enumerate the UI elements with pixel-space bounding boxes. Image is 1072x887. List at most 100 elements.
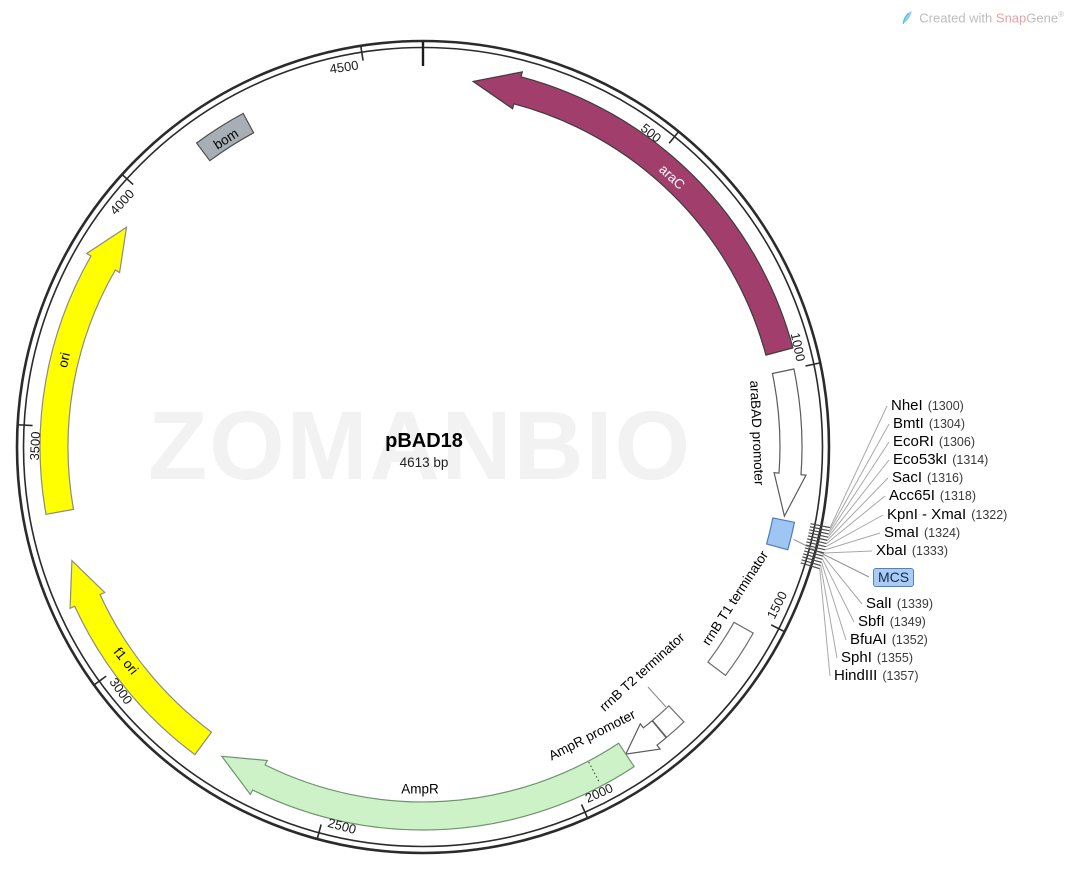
enzyme-name[interactable]: SalI: [866, 595, 892, 612]
mcs-badge[interactable]: MCS: [873, 568, 915, 587]
enzyme-name[interactable]: BfuAI: [850, 631, 887, 648]
enzyme-name[interactable]: XbaI: [876, 542, 907, 559]
snapgene-credit: Created with SnapGene®: [900, 10, 1064, 25]
feature-rrnb-t1-terminator[interactable]: [707, 621, 755, 677]
site-leader-line: [824, 532, 881, 551]
enzyme-position: (1300): [927, 399, 964, 413]
site-tick: [809, 529, 829, 535]
enzyme-label-row[interactable]: SbfI (1349): [858, 613, 926, 631]
rrnb-t2-leader-line: [647, 686, 667, 708]
site-leader-line: [829, 423, 890, 532]
feature-label-bom: bom: [210, 125, 242, 153]
site-leader-line: [821, 562, 847, 641]
enzyme-name[interactable]: BmtI: [893, 415, 924, 432]
enzyme-position: (1324): [924, 526, 961, 540]
feature-label-ampr-promoter: AmpR promoter: [546, 706, 638, 764]
feature-arabad-promoter[interactable]: [771, 368, 807, 518]
feature-label-rrnb-t1-terminator: rrnB T1 terminator: [698, 548, 772, 648]
feature-label-ori: ori: [55, 350, 73, 370]
enzyme-label-row[interactable]: Eco53kI (1314): [893, 451, 988, 469]
mcs-leader-line: [793, 538, 870, 578]
site-leader-line: [826, 495, 886, 544]
enzyme-label-row[interactable]: SphI (1355): [841, 649, 913, 667]
enzyme-name[interactable]: SacI: [892, 469, 923, 486]
watermark: ZOMANBIO: [147, 391, 693, 500]
brand-snap: Snap: [995, 10, 1027, 26]
site-tick: [803, 553, 823, 560]
site-tick: [805, 544, 826, 551]
feature-arac[interactable]: [471, 71, 794, 356]
enzyme-position: (1322): [971, 508, 1008, 522]
plasmid-length: 4613 bp: [399, 455, 449, 470]
site-tick: [804, 547, 825, 554]
site-leader-line: [828, 441, 890, 535]
tick-mark: [668, 131, 680, 144]
enzyme-label-row[interactable]: HindIII (1357): [834, 667, 919, 685]
tick-label: 3500: [26, 431, 44, 461]
enzyme-position: (1316): [927, 471, 964, 485]
enzyme-position: (1355): [876, 651, 913, 665]
tick-mark: [17, 423, 33, 427]
enzyme-name[interactable]: SbfI: [858, 613, 885, 630]
enzyme-position: (1357): [882, 669, 919, 683]
credit-text: Created with SnapGene®: [919, 10, 1064, 26]
site-leader-line: [819, 568, 831, 677]
site-tick: [803, 550, 824, 557]
feature-f1-ori[interactable]: [69, 559, 213, 756]
feature-label-rrnb-t2-terminator: rrnB T2 terminator: [596, 629, 688, 715]
site-leader-line: [822, 555, 863, 605]
enzyme-label-row[interactable]: XbaI (1333): [876, 542, 948, 560]
enzyme-name[interactable]: Acc65I: [889, 487, 935, 504]
enzyme-label-row[interactable]: BfuAI (1352): [850, 631, 928, 649]
feature-label-arabad-promoter: araBAD promoter: [747, 380, 767, 486]
enzyme-label-row[interactable]: Acc65I (1318): [889, 487, 976, 505]
feature-ori[interactable]: [39, 226, 128, 515]
site-leader-line: [824, 550, 873, 554]
tick-label: 500: [638, 120, 665, 146]
enzyme-label-row[interactable]: SmaI (1324): [884, 524, 960, 542]
site-leader-line: [825, 514, 884, 548]
tick-label: 4500: [328, 57, 359, 77]
enzyme-name[interactable]: KpnI - XmaI: [887, 506, 967, 523]
tick-mark: [121, 173, 134, 186]
site-tick: [808, 532, 829, 538]
feature-bom[interactable]: [195, 112, 255, 162]
site-leader-line: [820, 565, 838, 659]
feature-ampr-promoter[interactable]: [624, 719, 668, 755]
tick-label: 3000: [106, 674, 136, 707]
feature-label-ampr: AmpR: [401, 781, 439, 797]
enzyme-label-row[interactable]: NheI (1300): [891, 397, 964, 415]
site-leader-line: [822, 559, 855, 623]
enzyme-label-row[interactable]: BmtI (1304): [893, 415, 965, 433]
plasmid-title: pBAD18: [385, 430, 463, 452]
enzyme-name[interactable]: NheI: [891, 397, 923, 414]
feature-label-f1-ori: f1 ori: [110, 644, 142, 678]
tick-mark: [93, 675, 107, 686]
enzyme-name[interactable]: EcoRI: [893, 433, 934, 450]
plasmid-title-block: pBAD18 4613 bp: [385, 430, 463, 470]
enzyme-label-row[interactable]: EcoRI (1306): [893, 433, 975, 451]
enzyme-position: (1314): [952, 453, 989, 467]
site-tick: [802, 556, 822, 564]
enzyme-name[interactable]: Eco53kI: [893, 451, 948, 468]
tick-mark: [316, 824, 322, 840]
site-tick: [810, 523, 831, 529]
enzyme-position: (1306): [938, 435, 975, 449]
feature-label-arac: araC: [656, 161, 688, 193]
enzyme-label-row[interactable]: SacI (1316): [892, 469, 963, 487]
tick-label: 2500: [325, 815, 358, 838]
enzyme-name[interactable]: SmaI: [884, 524, 920, 541]
enzyme-label-row[interactable]: KpnI - XmaI (1322): [887, 506, 1007, 524]
tick-mark: [359, 45, 364, 61]
snapgene-logo-icon: [902, 11, 913, 25]
feature-mcs[interactable]: [765, 517, 796, 551]
enzyme-name[interactable]: SphI: [841, 649, 872, 666]
enzyme-name[interactable]: HindIII: [834, 667, 878, 684]
enzyme-label-row[interactable]: SalI (1339): [866, 595, 933, 613]
site-tick: [806, 541, 826, 548]
site-leader-line: [829, 405, 888, 528]
tick-label: 2000: [582, 780, 615, 806]
feature-ampr[interactable]: [220, 742, 635, 831]
